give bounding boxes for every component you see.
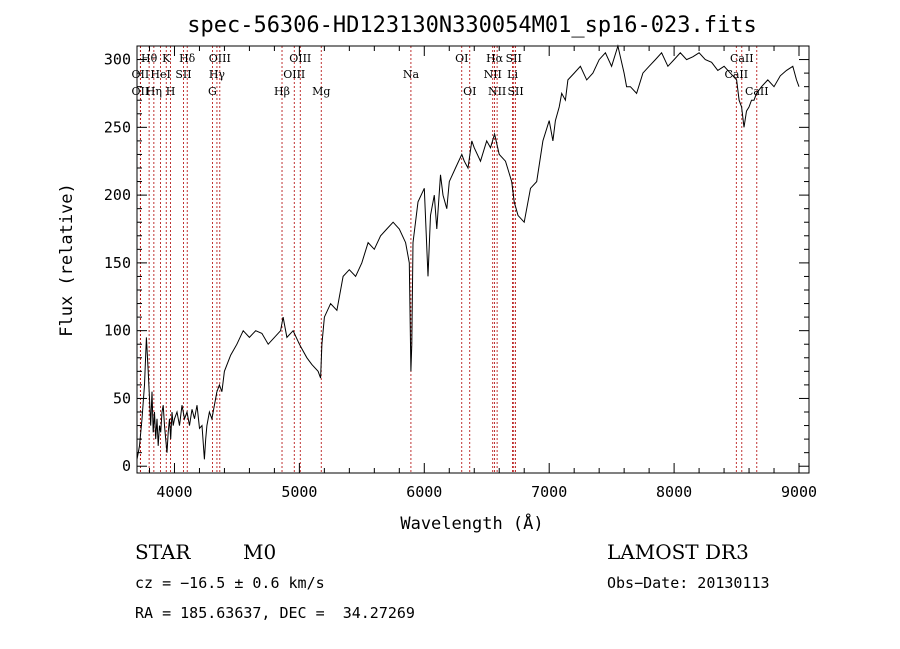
- x-tick-label-6000: 6000: [406, 483, 442, 501]
- coordinates: RA = 185.63637, DEC = 34.27269: [135, 604, 415, 622]
- emission-label-26: CaII: [730, 52, 754, 65]
- emission-label-9: G: [208, 85, 217, 98]
- emission-label-12: Hβ: [274, 85, 290, 98]
- y-tick-label-200: 200: [104, 186, 131, 204]
- y-tick-label-250: 250: [104, 118, 131, 136]
- y-tick-label-0: 0: [122, 457, 131, 475]
- x-tick-label-7000: 7000: [531, 483, 567, 501]
- emission-label-5: K: [162, 52, 171, 65]
- emission-label-0: OII: [132, 68, 150, 81]
- emission-label-8: Hδ: [179, 52, 196, 65]
- emission-line-labels: OII OII Hθ Hη HeI K H SII Hδ G Hγ OIII Hβ OIII OIII Mg N…: [132, 52, 769, 98]
- emission-label-21: NII: [488, 85, 506, 98]
- emission-label-3: Hη: [146, 85, 162, 98]
- emission-line-markers: [139, 46, 758, 473]
- y-axis-ticks: 0 50 100 150 200 250 300: [104, 51, 809, 475]
- emission-label-14: OIII: [289, 52, 311, 65]
- emission-label-18: OI: [463, 85, 476, 98]
- emission-label-23: SII: [506, 52, 522, 65]
- x-tick-label-4000: 4000: [156, 483, 192, 501]
- x-tick-label-9000: 9000: [781, 483, 817, 501]
- x-tick-label-8000: 8000: [656, 483, 692, 501]
- object-class: STAR: [135, 540, 191, 564]
- emission-label-16: Na: [403, 68, 420, 81]
- y-tick-label-150: 150: [104, 254, 131, 272]
- emission-label-19: NII: [484, 68, 502, 81]
- y-tick-label-300: 300: [104, 51, 131, 69]
- chart-title: spec-56306-HD123130N330054M01_sp16-023.f…: [187, 13, 757, 38]
- emission-label-27: CaII: [745, 85, 769, 98]
- emission-label-7: SII: [175, 68, 191, 81]
- object-subclass: M0: [243, 540, 277, 564]
- x-axis-ticks: 4000 5000 6000 7000 8000 9000: [148, 46, 817, 501]
- obs-date: Obs−Date: 20130113: [607, 574, 770, 592]
- y-axis-label: Flux (relative): [57, 183, 77, 337]
- emission-label-17: OI: [455, 52, 468, 65]
- emission-label-25: CaII: [724, 68, 748, 81]
- emission-label-4: HeI: [150, 68, 170, 81]
- emission-label-1: OII: [132, 85, 150, 98]
- survey-name: LAMOST DR3: [607, 540, 749, 564]
- emission-label-11: OIII: [209, 52, 231, 65]
- y-tick-label-50: 50: [113, 389, 131, 407]
- emission-label-24: SII: [507, 85, 523, 98]
- plot-frame: [136, 45, 810, 474]
- velocity-readout: cz = −16.5 ± 0.6 km/s: [135, 574, 325, 592]
- emission-label-10: Hγ: [209, 68, 226, 81]
- x-tick-label-5000: 5000: [281, 483, 317, 501]
- emission-label-6: H: [166, 85, 176, 98]
- emission-label-2: Hθ: [141, 52, 158, 65]
- x-axis-label: Wavelength (Å): [400, 512, 543, 534]
- emission-label-15: Mg: [312, 85, 330, 98]
- emission-label-22: Li: [507, 68, 518, 81]
- emission-label-20: Hα: [486, 52, 504, 65]
- emission-label-13: OIII: [283, 68, 305, 81]
- flux-series-line: [136, 44, 800, 460]
- y-tick-label-100: 100: [104, 322, 131, 340]
